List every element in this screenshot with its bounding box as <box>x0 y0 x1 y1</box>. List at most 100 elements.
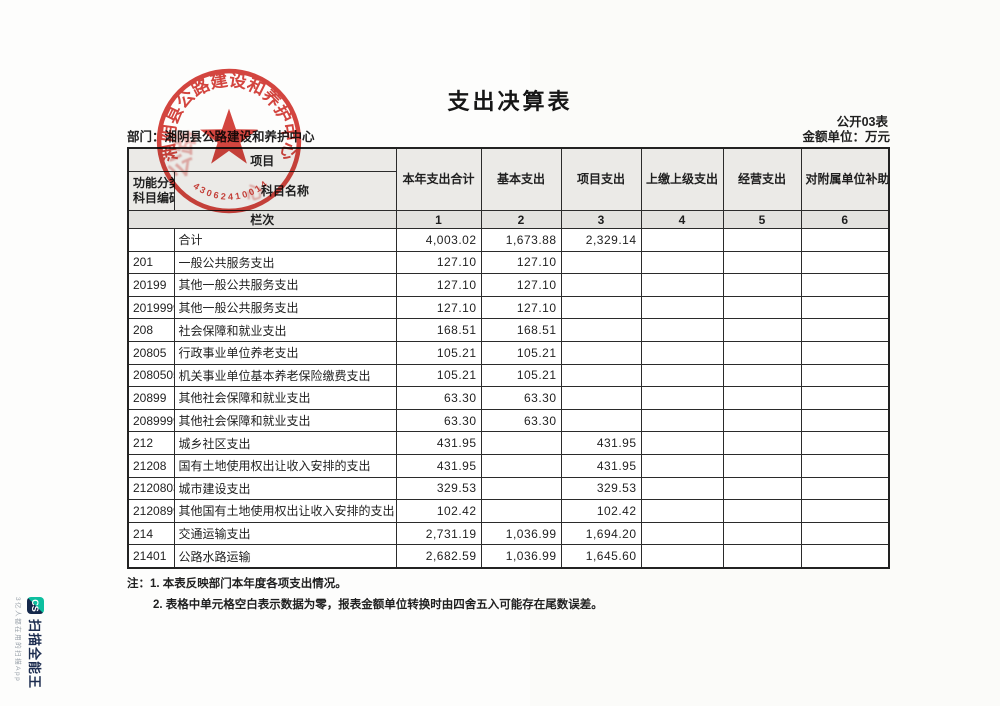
row-amount-cell: 4,003.02 <box>395 228 482 252</box>
row-code-cell: 2089999 <box>127 408 175 433</box>
col-header-subsidiary: 对附属单位补助支出 <box>800 147 890 211</box>
col-num-cell: 5 <box>722 210 802 229</box>
row-amount-cell <box>480 431 562 455</box>
row-amount-cell <box>640 476 724 501</box>
row-code-cell: 2019999 <box>127 295 175 320</box>
row-code-cell: 201 <box>127 250 175 275</box>
row-amount-cell: 127.10 <box>395 295 482 320</box>
row-amount-cell: 431.95 <box>560 453 642 478</box>
row-amount-cell <box>800 453 890 478</box>
row-amount-cell: 105.21 <box>480 363 562 388</box>
row-amount-cell <box>722 544 802 569</box>
row-amount-cell: 431.95 <box>560 431 642 455</box>
form-code-label: 公开03表 <box>836 115 888 129</box>
table-row: 21401 公路水路运输 2,682.59 1,036.99 1,645.60 <box>127 544 890 569</box>
row-name-cell: 国有土地使用权出让收入安排的支出 <box>173 453 397 478</box>
row-name-cell: 交通运输支出 <box>173 521 397 546</box>
row-code-cell: 212 <box>127 431 175 455</box>
row-amount-cell <box>722 521 802 546</box>
row-amount-cell <box>722 363 802 388</box>
row-amount-cell: 2,731.19 <box>395 521 482 546</box>
row-amount-cell <box>560 250 642 275</box>
row-amount-cell: 1,036.99 <box>480 544 562 569</box>
row-code-cell: 21401 <box>127 544 175 569</box>
row-name-cell: 社会保障和就业支出 <box>173 318 397 342</box>
row-amount-cell <box>480 453 562 478</box>
row-amount-cell <box>722 476 802 501</box>
row-amount-cell <box>800 318 890 342</box>
row-code-cell: 208 <box>127 318 175 342</box>
row-amount-cell <box>640 453 724 478</box>
row-amount-cell <box>800 295 890 320</box>
footnote-1: 注：1. 本表反映部门本年度各项支出情况。 <box>127 578 347 590</box>
row-amount-cell <box>640 318 724 342</box>
row-code-cell <box>127 228 175 252</box>
row-code-cell: 2120803 <box>127 476 175 501</box>
row-amount-cell: 1,036.99 <box>480 521 562 546</box>
column-index-row: 栏次 1 2 3 4 5 6 <box>127 210 890 229</box>
row-amount-cell <box>800 386 890 410</box>
row-name-cell: 其他国有土地使用权出让收入安排的支出 <box>173 499 397 523</box>
row-amount-cell: 127.10 <box>480 295 562 320</box>
row-amount-cell: 63.30 <box>480 408 562 433</box>
row-amount-cell <box>640 408 724 433</box>
row-name-cell: 一般公共服务支出 <box>173 250 397 275</box>
row-name-cell: 公路水路运输 <box>173 544 397 569</box>
row-amount-cell <box>800 499 890 523</box>
row-amount-cell <box>800 521 890 546</box>
footnote-2: 2. 表格中单元格空白表示数据为零，报表金额单位转换时由四舍五入可能存在尾数误差… <box>153 599 603 612</box>
row-amount-cell <box>722 386 802 410</box>
row-amount-cell <box>722 228 802 252</box>
row-amount-cell <box>800 431 890 455</box>
col-header-project-exp: 项目支出 <box>560 147 642 211</box>
col-num-cell: 2 <box>480 210 562 229</box>
footnotes: 注：1. 本表反映部门本年度各项支出情况。 2. 表格中单元格空白表示数据为零，… <box>127 574 603 617</box>
col-num-cell: 3 <box>560 210 642 229</box>
page-title: 支出决算表 <box>447 89 573 114</box>
row-amount-cell <box>640 273 724 297</box>
row-name-cell: 城乡社区支出 <box>173 431 397 455</box>
row-amount-cell <box>800 544 890 569</box>
row-amount-cell: 431.95 <box>395 431 482 455</box>
row-amount-cell <box>722 499 802 523</box>
row-amount-cell <box>560 318 642 342</box>
row-amount-cell <box>640 250 724 275</box>
row-amount-cell <box>560 408 642 433</box>
row-amount-cell <box>722 318 802 342</box>
row-amount-cell <box>640 521 724 546</box>
code-header-cell: 功能分类 科目编码 <box>127 171 175 211</box>
row-amount-cell: 102.42 <box>560 499 642 523</box>
row-name-cell: 其他一般公共服务支出 <box>173 273 397 297</box>
row-amount-cell: 63.30 <box>480 386 562 410</box>
row-amount-cell <box>560 386 642 410</box>
camscanner-app-name: 扫描全能王 <box>27 619 42 690</box>
col-header-total: 本年支出合计 <box>395 147 482 211</box>
row-amount-cell <box>800 408 890 433</box>
row-amount-cell: 1,694.20 <box>560 521 642 546</box>
row-amount-cell <box>722 408 802 433</box>
unit-label: 金额单位：万元 <box>802 130 890 144</box>
col-header-operating: 经营支出 <box>722 147 802 211</box>
table-row: 20199 其他一般公共服务支出 127.10 127.10 <box>127 273 890 297</box>
table-body: 合计 4,003.02 1,673.88 2,329.14 201 一般公共服务支出 127… <box>127 228 890 569</box>
row-amount-cell <box>560 273 642 297</box>
row-name-cell: 其他社会保障和就业支出 <box>173 408 397 433</box>
row-amount-cell <box>722 340 802 365</box>
row-amount-cell <box>640 386 724 410</box>
col-num-cell: 1 <box>395 210 482 229</box>
row-amount-cell <box>640 499 724 523</box>
row-amount-cell: 63.30 <box>395 408 482 433</box>
row-code-cell: 2080505 <box>127 363 175 388</box>
row-amount-cell: 1,673.88 <box>480 228 562 252</box>
row-amount-cell: 127.10 <box>480 273 562 297</box>
row-amount-cell: 127.10 <box>480 250 562 275</box>
row-amount-cell <box>800 363 890 388</box>
row-amount-cell: 168.51 <box>480 318 562 342</box>
row-amount-cell: 168.51 <box>395 318 482 342</box>
